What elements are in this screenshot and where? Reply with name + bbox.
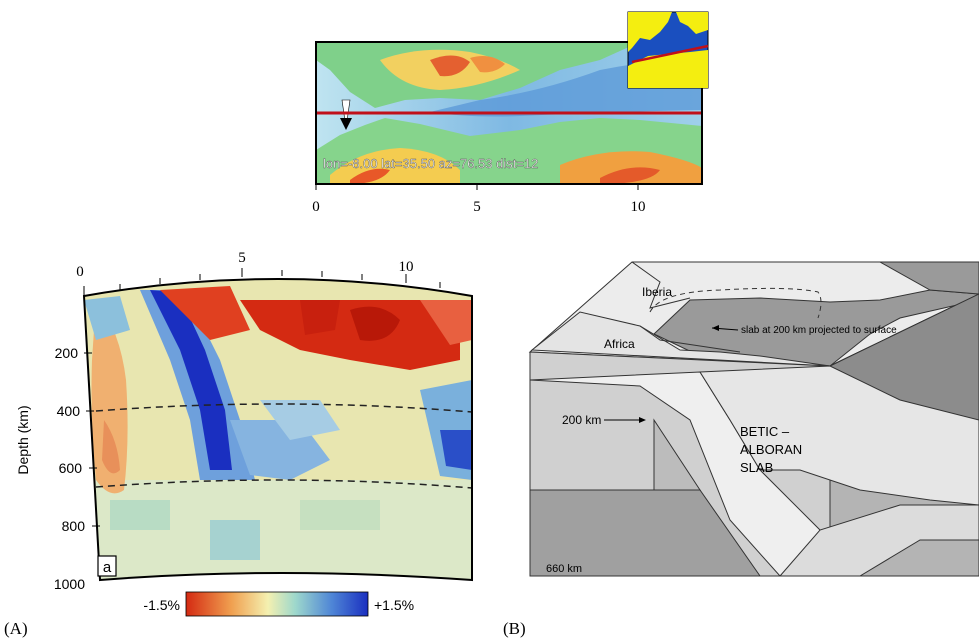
- slab-name-line1: BETIC –: [740, 424, 790, 439]
- slab-projection-outline: [649, 287, 822, 319]
- section-tick-5: 5: [238, 250, 246, 266]
- section-tick-10: 10: [399, 259, 414, 275]
- depth-tick-200: 200: [55, 345, 79, 361]
- inset-locator-map: [627, 11, 709, 89]
- scale-min-label: -1.5%: [143, 597, 180, 613]
- slab-name-line2: ALBORAN: [740, 442, 802, 457]
- label-200km: 200 km: [562, 413, 601, 427]
- discontinuity-660: [84, 479, 472, 489]
- label-africa: Africa: [604, 337, 635, 351]
- map-annotation: lon=-8.00 lat=35.50 az=76.53 dist=12: [323, 156, 538, 171]
- depth-tick-600: 600: [59, 460, 83, 476]
- map-tick-0: 0: [312, 199, 320, 215]
- map-tick-10: 10: [631, 199, 646, 215]
- label-660km: 660 km: [546, 563, 582, 575]
- block-diagram: [528, 261, 979, 577]
- block-labels: Iberia Africa slab at 200 km projected t…: [546, 285, 897, 575]
- scale-max-label: +1.5%: [374, 597, 414, 613]
- map-tick-5: 5: [473, 199, 481, 215]
- tomography-section: 0 5 10 200 400 600 800 1000 Depth (km) a: [15, 250, 473, 592]
- depth-tick-400: 400: [57, 403, 81, 419]
- depth-axis-label: Depth (km): [15, 405, 31, 474]
- label-iberia: Iberia: [642, 285, 672, 299]
- caption-b: (B): [503, 619, 526, 638]
- panel-tag-a: a: [103, 559, 112, 576]
- discontinuity-410: [84, 403, 472, 413]
- slab-name-line3: SLAB: [740, 460, 773, 475]
- depth-tick-800: 800: [62, 518, 86, 534]
- depth-tick-1000: 1000: [54, 576, 85, 592]
- section-tick-0: 0: [76, 264, 84, 280]
- velocity-color-scale: -1.5% +1.5%: [143, 591, 414, 617]
- caption-a: (A): [4, 619, 28, 638]
- slab-note: slab at 200 km projected to surface: [741, 325, 897, 336]
